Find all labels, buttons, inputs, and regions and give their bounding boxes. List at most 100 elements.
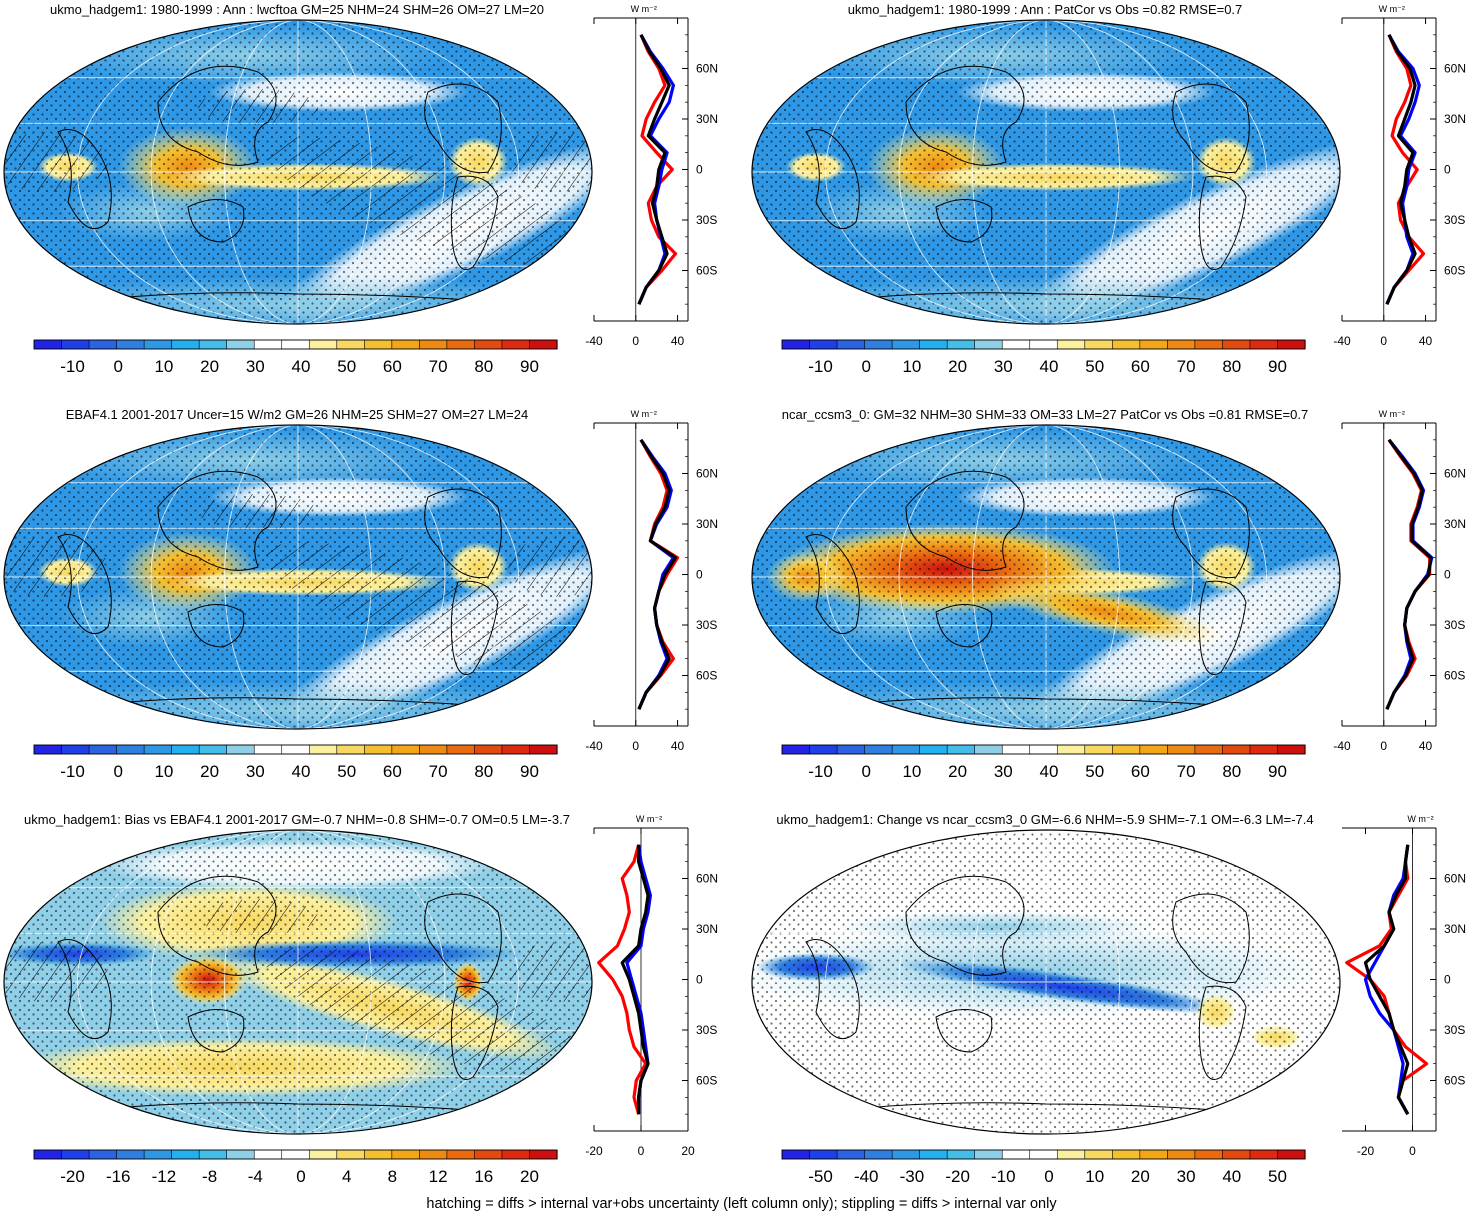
profile-ytick-label: 60N <box>696 467 718 481</box>
colorbar-tick-label: 30 <box>994 762 1013 781</box>
profile-series-black <box>1385 438 1433 710</box>
profile-ytick-label: 60S <box>1444 1074 1465 1088</box>
panel-2: ukmo_hadgem1: 1980-1999 : Ann : PatCor v… <box>751 2 1466 376</box>
colorbar-tick-label: 70 <box>429 762 448 781</box>
colorbar-tick-label: 10 <box>902 357 921 376</box>
colorbar-swatch <box>1249 339 1279 350</box>
hatching <box>508 537 592 597</box>
panel-6: ukmo_hadgem1: Change vs ncar_ccsm3_0 GM=… <box>751 812 1466 1186</box>
colorbar-swatch <box>226 1149 255 1160</box>
profile-series-red <box>597 844 648 1115</box>
hatching <box>198 899 318 935</box>
profile-xtick-label: -40 <box>585 739 603 753</box>
profile-xtick-label: 40 <box>671 334 685 348</box>
map-outline <box>3 829 593 1135</box>
colorbar-tick-label: 20 <box>948 357 967 376</box>
profile-series-black <box>637 34 671 305</box>
colorbar-tick-label: -8 <box>202 1167 217 1186</box>
colorbar-swatch <box>919 744 948 755</box>
profile-xtick-label: -40 <box>585 334 603 348</box>
colorbar-swatch <box>419 339 448 350</box>
coastline-africa <box>57 534 112 635</box>
colorbar-swatch <box>364 339 393 350</box>
profile-ytick-label: 60S <box>1444 264 1465 278</box>
colorbar-swatch <box>946 1149 976 1160</box>
colorbar-swatch <box>1112 339 1141 350</box>
profile-unit-label: W m⁻² <box>631 4 657 14</box>
colorbar-frame <box>781 1149 1306 1160</box>
coastline-africa <box>805 939 860 1040</box>
colorbar-swatch <box>1249 744 1279 755</box>
coastline-africa <box>57 939 112 1040</box>
colorbar-swatch <box>33 339 63 350</box>
colorbar-tick-label: 30 <box>246 357 265 376</box>
profile-series-black <box>637 438 678 710</box>
profile-xtick-label: -20 <box>585 1144 603 1158</box>
colorbar-tick-label: 50 <box>337 762 356 781</box>
colorbar-tick-label: 70 <box>1177 762 1196 781</box>
colorbar-swatch <box>1167 744 1196 755</box>
colorbar-swatch <box>836 1149 866 1160</box>
profile-series-black <box>1363 844 1410 1115</box>
colorbar-swatch <box>171 339 200 350</box>
profile-series-red <box>1345 844 1429 1115</box>
zonal-profile: 60N 30N 0 30S 60S -40 0 40 W m⁻² <box>1333 4 1466 348</box>
profile-xtick-label: 0 <box>1409 1144 1416 1158</box>
profile-ytick-label: 60N <box>1444 62 1466 76</box>
colorbar: -10 0 10 20 30 40 50 60 70 80 90 <box>33 744 558 781</box>
colorbar-tick-label: 16 <box>474 1167 493 1186</box>
colorbar-swatch <box>364 744 393 755</box>
profile-ytick-label: 60S <box>696 669 717 683</box>
colorbar-swatch <box>336 339 365 350</box>
coastline-asia <box>905 875 1025 976</box>
colorbar-swatch <box>529 1149 558 1160</box>
colorbar-swatch <box>281 1149 310 1160</box>
colorbar-swatch <box>501 744 531 755</box>
colorbar-swatch <box>501 339 531 350</box>
colorbar-swatch <box>1222 339 1251 350</box>
colorbar-swatch <box>1084 339 1113 350</box>
profile-unit-label: W m⁻² <box>1407 814 1433 824</box>
colorbar-swatch <box>1222 744 1251 755</box>
profile-xtick-label: 0 <box>632 334 639 348</box>
colorbar-tick-label: -10 <box>808 762 833 781</box>
colorbar-tick-label: 10 <box>1085 1167 1104 1186</box>
colorbar-swatch <box>1029 1149 1058 1160</box>
coastline-asia <box>157 875 277 976</box>
map-outline <box>3 424 593 730</box>
colorbar-swatch <box>529 339 558 350</box>
colorbar-swatch <box>253 744 283 755</box>
colorbar-swatch <box>1056 1149 1086 1160</box>
colorbar-swatch <box>1194 744 1224 755</box>
map-field <box>752 830 1340 1134</box>
colorbar-swatch <box>1222 1149 1251 1160</box>
profile-ytick-label: 30S <box>1444 1023 1465 1037</box>
colorbar-swatch <box>836 339 866 350</box>
coastlines <box>57 875 539 1117</box>
colorbar-swatch <box>88 744 118 755</box>
colorbar-swatch <box>171 1149 200 1160</box>
colorbar-swatch <box>864 1149 893 1160</box>
colorbar-swatch <box>61 1149 90 1160</box>
colorbar: -10 0 10 20 30 40 50 60 70 80 90 <box>781 339 1306 376</box>
colorbar-swatch <box>391 744 420 755</box>
colorbar-swatch <box>1139 339 1168 350</box>
coastline-south-america <box>450 985 499 1080</box>
coastline-north-america <box>424 893 502 984</box>
colorbar-tick-label: 60 <box>383 762 402 781</box>
colorbar-swatch <box>253 339 283 350</box>
colorbar-swatch <box>143 339 173 350</box>
profile-series-red <box>637 34 678 305</box>
colorbar-swatch <box>308 744 338 755</box>
figure-footnote: hatching = diffs > internal var+obs unce… <box>426 1196 1057 1212</box>
colorbar-swatch <box>1112 744 1141 755</box>
coastline-australia <box>187 604 245 648</box>
colorbar-swatch <box>419 744 448 755</box>
colorbar-swatch <box>61 744 90 755</box>
colorbar-swatch <box>391 1149 420 1160</box>
graticule <box>4 20 592 324</box>
colorbar-swatch <box>1001 744 1031 755</box>
colorbar-swatch <box>1277 744 1306 755</box>
profile-unit-label: W m⁻² <box>1379 4 1405 14</box>
coastline-australia <box>935 1009 993 1053</box>
